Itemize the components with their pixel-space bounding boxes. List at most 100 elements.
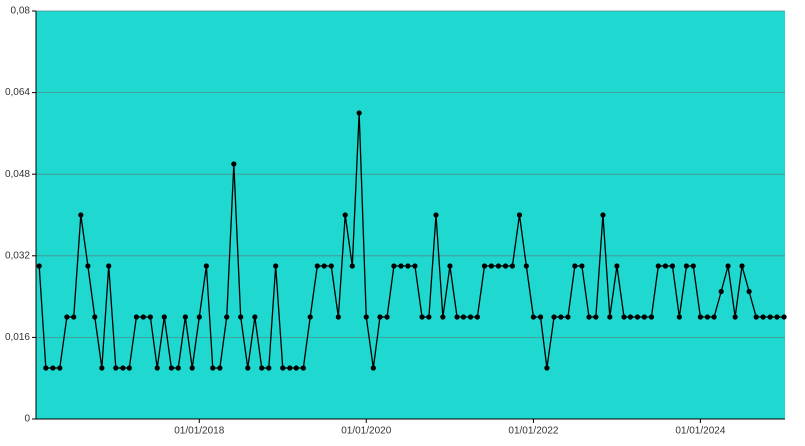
data-point (447, 263, 453, 269)
data-point (50, 365, 56, 371)
data-point (544, 365, 550, 371)
data-point (196, 314, 202, 320)
data-point (391, 263, 397, 269)
data-point (113, 365, 119, 371)
data-point (558, 314, 564, 320)
data-point (516, 212, 523, 218)
data-point (621, 314, 627, 320)
data-point (781, 314, 787, 320)
data-point (161, 314, 167, 320)
data-point (433, 212, 439, 218)
data-point (78, 212, 84, 218)
x-tick-label: 01/01/2020 (341, 426, 391, 437)
data-point (488, 263, 494, 269)
data-point (224, 314, 230, 320)
data-point (767, 314, 773, 320)
data-point (280, 365, 286, 371)
data-point (126, 365, 132, 371)
y-tick-label: 0,08 (11, 6, 31, 17)
data-point (71, 314, 77, 320)
data-point (266, 365, 272, 371)
data-point (259, 365, 265, 371)
data-point (614, 263, 620, 269)
data-point (154, 365, 160, 371)
data-point (641, 314, 647, 320)
data-point (502, 263, 509, 269)
data-point (300, 365, 306, 371)
data-point (133, 314, 140, 320)
plot-area (36, 11, 785, 419)
data-point (189, 365, 195, 371)
data-point (662, 263, 668, 269)
data-point (683, 263, 690, 269)
data-point (718, 288, 724, 295)
data-point (405, 263, 411, 269)
y-tick-label: 0,032 (5, 250, 30, 261)
data-point (349, 263, 355, 269)
data-point (168, 365, 174, 371)
data-point (273, 263, 279, 269)
data-point (648, 314, 655, 320)
data-point (627, 314, 633, 320)
data-point (328, 263, 334, 269)
x-tick-label: 01/01/2022 (508, 426, 558, 437)
data-point (600, 212, 606, 218)
data-point (746, 288, 752, 295)
data-point (495, 263, 502, 269)
data-point (419, 314, 425, 320)
data-point (579, 263, 585, 269)
data-point (523, 263, 529, 269)
data-point (238, 314, 244, 320)
data-point (356, 110, 362, 116)
data-point (64, 314, 70, 320)
data-point (321, 263, 327, 269)
data-point (760, 314, 766, 320)
x-tick-label: 01/01/2018 (174, 426, 224, 437)
data-point (147, 314, 153, 320)
data-point (537, 314, 544, 320)
data-point (231, 161, 237, 167)
data-point (140, 314, 146, 320)
data-point (43, 365, 49, 371)
data-point (342, 212, 348, 218)
data-point (398, 263, 404, 269)
data-point (217, 365, 223, 371)
data-point (676, 314, 682, 320)
data-point (335, 314, 341, 320)
data-point (774, 314, 780, 320)
data-point (203, 263, 209, 269)
data-point (572, 263, 578, 269)
data-point (593, 314, 599, 320)
data-point (481, 263, 488, 269)
data-point (36, 263, 42, 269)
data-point (460, 314, 467, 320)
data-point (370, 365, 376, 371)
data-point (210, 365, 216, 371)
data-point (85, 263, 91, 269)
data-point (690, 263, 696, 269)
data-point (530, 314, 537, 320)
data-point (551, 314, 557, 320)
data-point (307, 314, 313, 320)
data-point (57, 365, 63, 371)
data-point (99, 365, 105, 371)
data-point (634, 314, 641, 320)
data-point (245, 365, 251, 371)
data-point (474, 314, 480, 320)
data-point (293, 365, 299, 371)
data-point (106, 263, 112, 269)
data-point (669, 263, 676, 269)
data-point (175, 365, 181, 371)
data-point (467, 314, 474, 320)
data-point (412, 263, 418, 269)
data-point (711, 314, 717, 320)
data-point (607, 314, 613, 320)
data-point (120, 365, 126, 371)
data-point (732, 314, 738, 320)
data-point (426, 314, 432, 320)
data-point (92, 314, 98, 320)
y-tick-label: 0,064 (5, 87, 30, 98)
data-point (252, 314, 258, 320)
data-point (753, 314, 759, 320)
